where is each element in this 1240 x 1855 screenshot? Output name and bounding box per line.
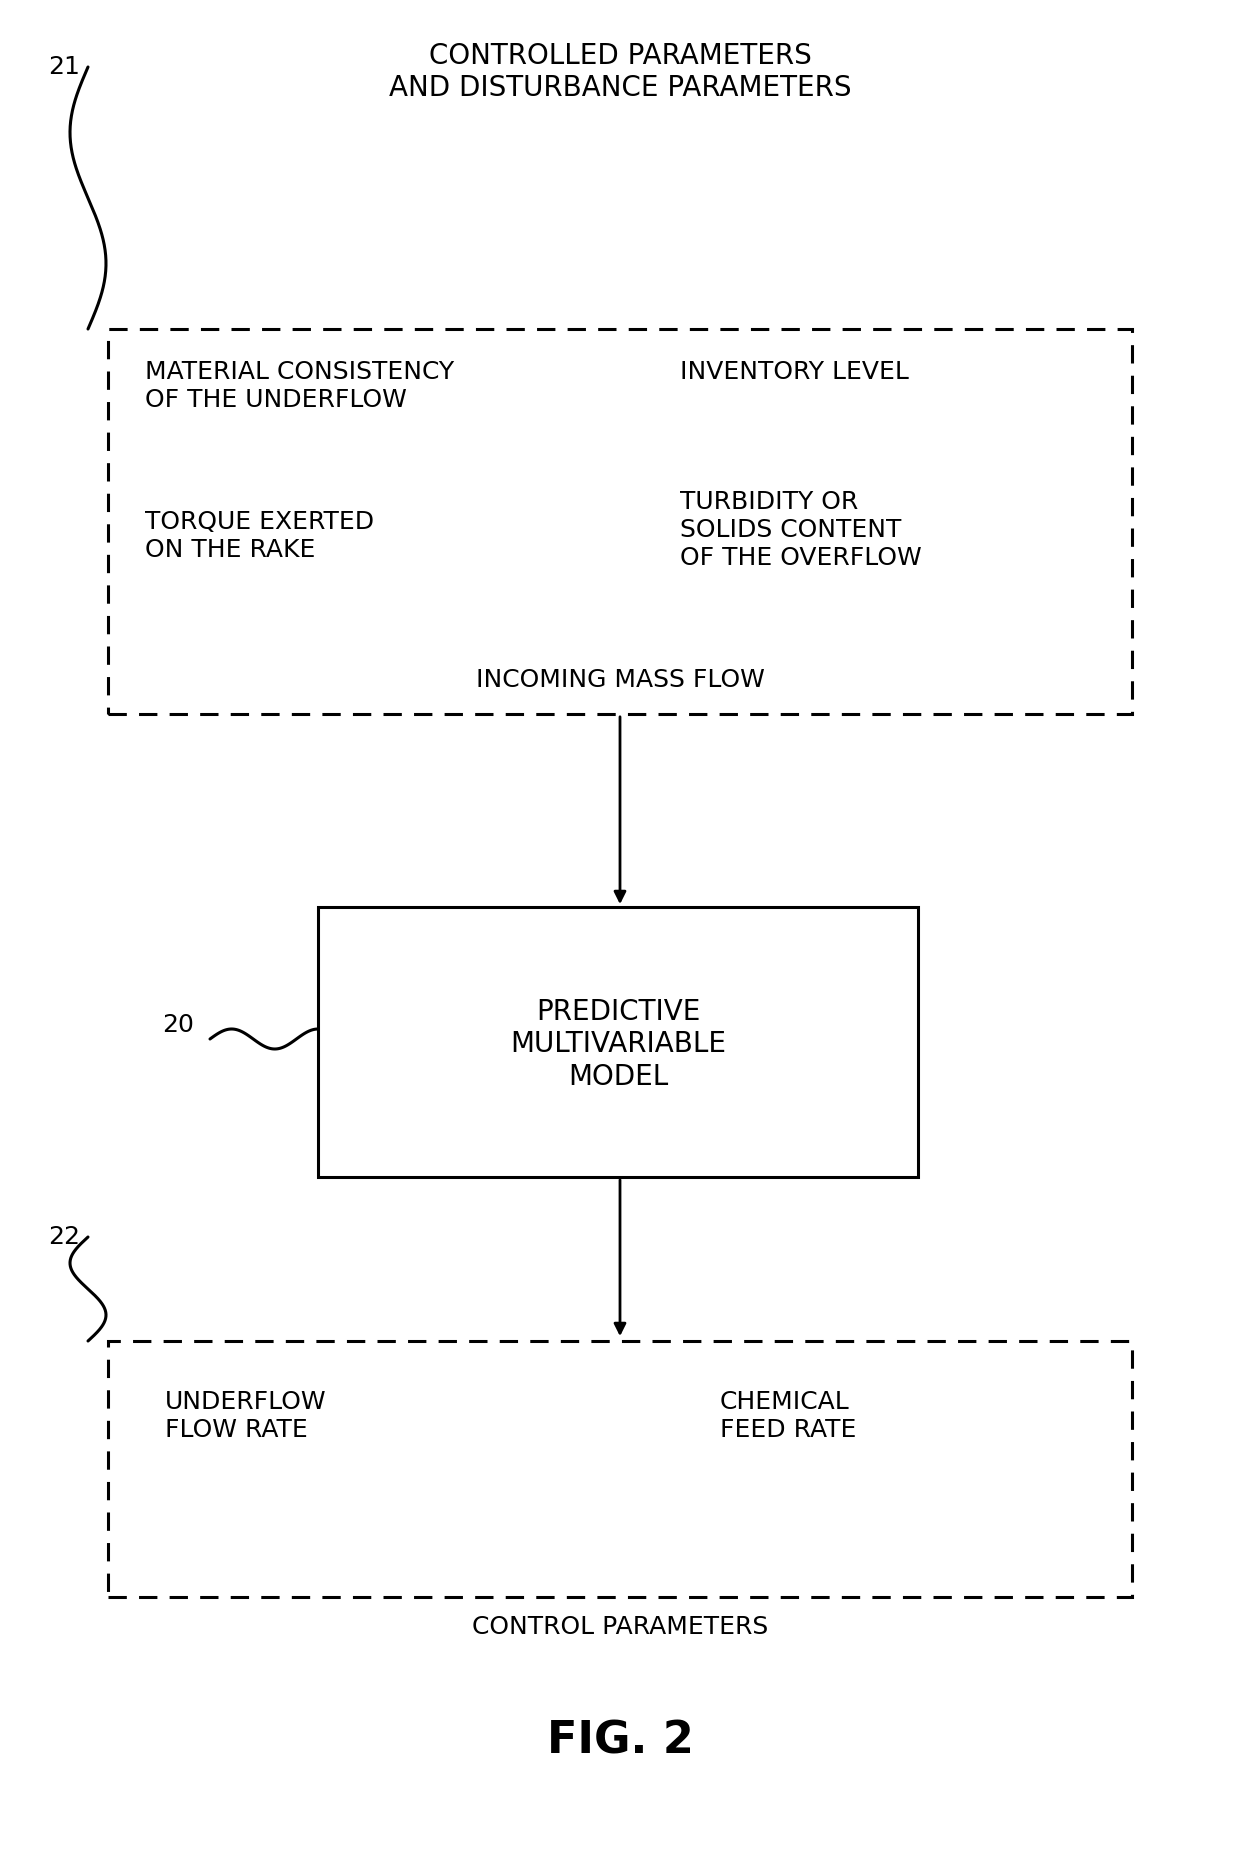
Text: 20: 20 <box>162 1013 193 1037</box>
Text: INCOMING MASS FLOW: INCOMING MASS FLOW <box>476 668 764 692</box>
Text: 21: 21 <box>48 56 79 80</box>
Text: MATERIAL CONSISTENCY
OF THE UNDERFLOW: MATERIAL CONSISTENCY OF THE UNDERFLOW <box>145 360 454 412</box>
Bar <box>108 330 1132 714</box>
Text: INVENTORY LEVEL: INVENTORY LEVEL <box>680 360 909 384</box>
Text: FIG. 2: FIG. 2 <box>547 1720 693 1762</box>
Text: UNDERFLOW
FLOW RATE: UNDERFLOW FLOW RATE <box>165 1389 326 1441</box>
Text: CHEMICAL
FEED RATE: CHEMICAL FEED RATE <box>720 1389 857 1441</box>
Text: TORQUE EXERTED
ON THE RAKE: TORQUE EXERTED ON THE RAKE <box>145 510 374 562</box>
Text: TURBIDITY OR
SOLIDS CONTENT
OF THE OVERFLOW: TURBIDITY OR SOLIDS CONTENT OF THE OVERF… <box>680 490 921 569</box>
Text: PREDICTIVE
MULTIVARIABLE
MODEL: PREDICTIVE MULTIVARIABLE MODEL <box>510 998 725 1091</box>
Text: CONTROL PARAMETERS: CONTROL PARAMETERS <box>472 1614 768 1638</box>
Text: 22: 22 <box>48 1224 81 1248</box>
Text: CONTROLLED PARAMETERS
AND DISTURBANCE PARAMETERS: CONTROLLED PARAMETERS AND DISTURBANCE PA… <box>389 43 851 102</box>
Bar <box>108 1341 1132 1597</box>
Bar <box>317 907 918 1178</box>
